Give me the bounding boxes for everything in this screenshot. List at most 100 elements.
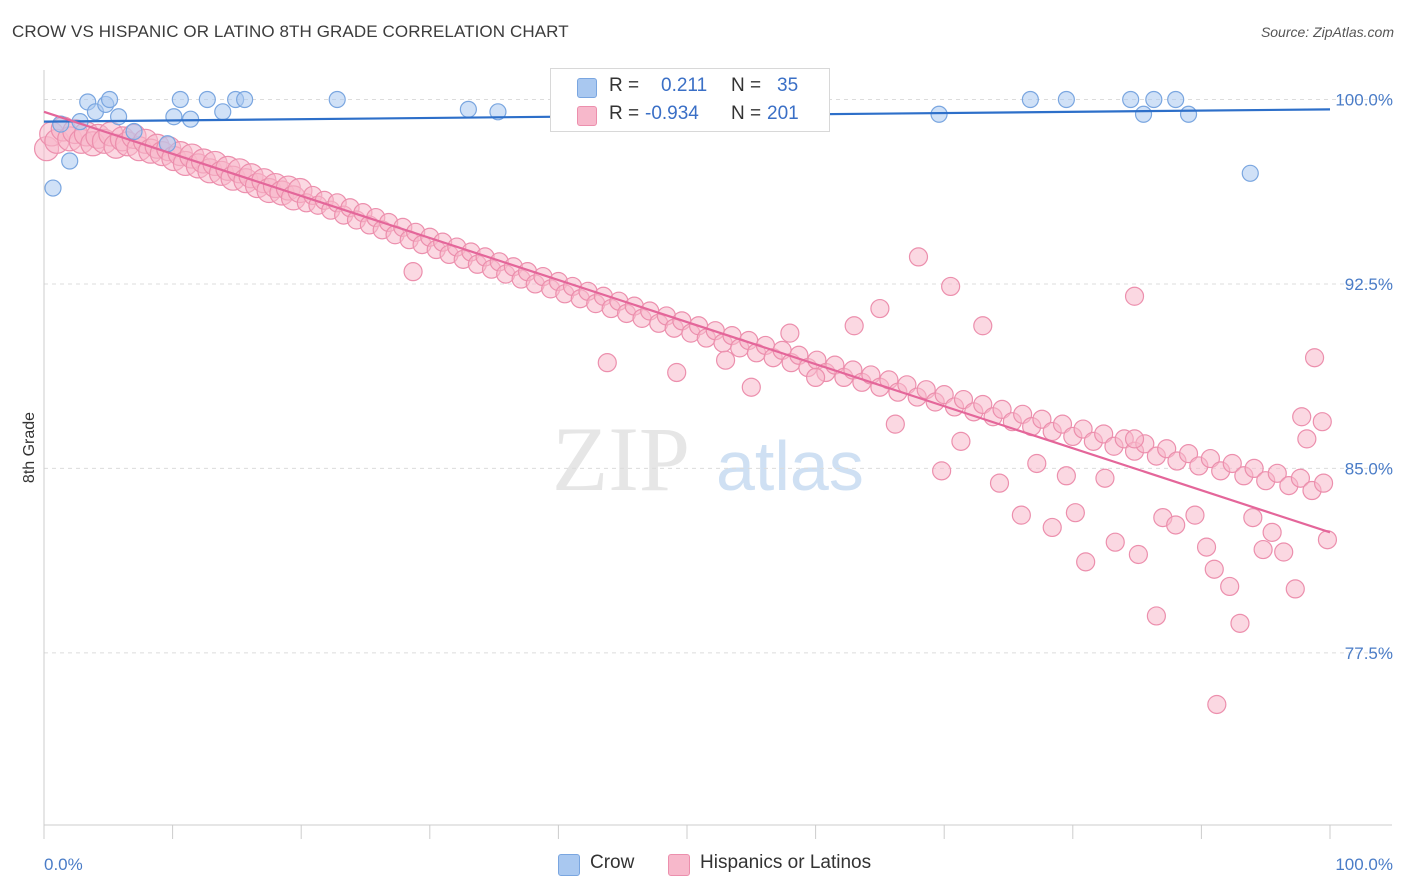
hispanic-point [1317,530,1338,550]
crow-point [100,90,119,109]
crow-point [214,103,232,121]
legend-swatch-crow [577,78,597,98]
hispanic-point [1095,468,1115,488]
hispanic-point [780,323,800,343]
crow-point [165,108,183,126]
hispanic-point [1220,576,1240,597]
axis-labels: 100.0% 92.5% 85.0% 77.5% 0.0% 100.0% 8th Grade [21,91,1393,874]
hispanic-point [1196,537,1217,557]
hispanic-point [1105,532,1125,552]
crow-point [328,90,346,109]
watermark: ZIP atlas [552,408,864,510]
crow-point [44,179,62,197]
hispanic-point [1124,286,1145,306]
crow-point [1167,90,1185,109]
y-tick-label: 77.5% [1345,644,1393,663]
hispanic-point [1185,505,1205,525]
hispanic-point [1146,606,1166,626]
hispanic-point [870,298,890,319]
crow-point [459,100,477,118]
hispanic-point [1290,468,1311,488]
hispanic-point [973,316,993,336]
legend-swatch-crow [558,854,580,876]
y-axis-title: 8th Grade [21,412,38,483]
source-label: Source: ZipAtlas.com [1260,24,1394,40]
hispanic-point [1297,429,1317,449]
hispanic-point [1262,522,1282,542]
crow-point [1122,90,1140,109]
hispanic-point [1243,507,1263,528]
points [33,90,1338,715]
stats-legend: R = 0.211 N = 35 R = -0.934 N = 201 [550,68,830,132]
hispanic-point [1052,414,1073,434]
crow-point [1021,90,1039,109]
legend-row-crow: R = 0.211 N = 35 [551,72,829,102]
hispanic-point [1042,517,1062,538]
hispanic-point [1274,542,1294,562]
crow-point [1145,90,1163,109]
crow-point [1057,90,1075,109]
hispanic-point [908,247,929,267]
hispanic-point [1230,613,1250,633]
crow-point [930,105,948,123]
legend-row-hispanics: R = -0.934 N = 201 [551,100,829,130]
hispanic-point [1032,409,1052,429]
crow-point [61,152,79,170]
hispanic-point [934,385,954,405]
hispanic-point [1304,348,1325,368]
hispanic-point [1166,515,1186,535]
hispanic-point [844,316,864,336]
hispanic-point [1124,429,1145,449]
hispanic-trend-line [43,110,1331,534]
y-tick-label: 100.0% [1335,91,1393,110]
hispanic-point [1065,503,1085,523]
hispanic-point [1027,453,1047,474]
hispanic-point [1073,419,1093,439]
legend-n-label: N = [731,103,762,124]
crow-point [171,90,189,109]
hispanic-point [1313,473,1334,493]
hispanic-point [1011,505,1031,525]
hispanic-point [885,414,905,434]
legend-n-value: 201 [767,103,799,124]
hispanic-point [989,473,1010,493]
crow-point [489,103,507,121]
hispanic-point [973,394,993,415]
legend-swatch-hispanics [577,106,597,126]
x-tick-label: 0.0% [44,855,83,874]
hispanic-point [1244,458,1264,479]
legend-label-hispanics: Hispanics or Latinos [700,852,872,873]
crow-point [125,122,143,141]
legend-n-label: N = [731,75,762,96]
legend-n-value: 35 [777,75,799,96]
crow-point [109,108,128,126]
y-tick-label: 85.0% [1345,459,1393,478]
legend-r-label: R = [609,103,640,124]
legend-r-value: -0.934 [645,103,699,124]
watermark-zip: ZIP [552,408,690,510]
crow-point [52,115,70,133]
hispanic-point [1285,579,1305,599]
hispanic-point [1094,424,1114,444]
hispanic-point [992,399,1012,419]
hispanic-point [403,262,423,282]
x-tick-label: 100.0% [1335,855,1393,874]
hispanic-point [941,276,961,297]
hispanic-point [1253,539,1273,560]
axes [43,70,1392,839]
hispanic-point [667,362,687,383]
hispanic-point [1222,453,1242,474]
legend-r-value: 0.211 [661,75,708,96]
hispanic-point [1312,412,1332,432]
hispanic-point [1204,559,1224,579]
hispanic-point [805,367,826,388]
crow-point [1241,164,1259,182]
hispanic-point [1200,448,1221,469]
hispanic-point [1207,694,1227,715]
hispanic-point [1178,444,1199,464]
chart-title: CROW VS HISPANIC OR LATINO 8TH GRADE COR… [12,22,569,41]
hispanic-point [951,431,971,451]
hispanic-point [1128,544,1148,565]
legend-r-label: R = [609,75,640,96]
